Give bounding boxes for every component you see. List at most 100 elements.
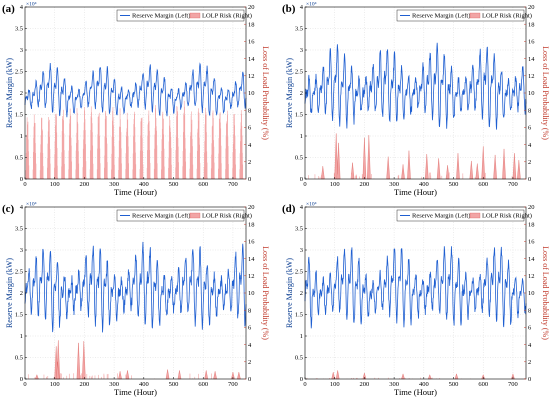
tick-label-left: 2.5 — [15, 269, 23, 276]
panel-label: (c) — [2, 203, 15, 215]
lolp-speck — [61, 373, 62, 379]
lolp-bar — [235, 164, 236, 179]
tick-label-right: 2 — [528, 159, 531, 166]
tick-label-left: 1.5 — [295, 312, 303, 319]
tick-label-right: 18 — [528, 221, 535, 228]
lolp-speck — [125, 374, 127, 379]
tick-label-x: 0 — [303, 181, 306, 188]
legend: Reserve Margin (Left) LOLP Risk (Right) — [116, 9, 252, 22]
lolp-speck — [34, 377, 36, 379]
legend-box — [396, 9, 525, 22]
tick-label-x: 700 — [228, 381, 238, 388]
lolp-bar — [57, 165, 58, 179]
lolp-speck — [481, 377, 483, 379]
tick-label-right: 14 — [528, 256, 535, 263]
tick-label-x: 700 — [508, 381, 518, 388]
lolp-bar — [221, 163, 222, 179]
tick-label-x: 200 — [360, 181, 370, 188]
lolp-speck — [80, 375, 81, 379]
lolp-bar — [220, 145, 222, 179]
lolp-bar — [28, 177, 30, 179]
lolp-bar — [242, 164, 244, 179]
tick-label-right: 14 — [248, 56, 255, 63]
lolp-speck — [354, 175, 356, 179]
tick-label-right: 4 — [248, 142, 252, 149]
tick-label-right: 12 — [248, 73, 255, 80]
x-axis-title: Time (Hour) — [114, 187, 157, 197]
lolp-speck — [131, 375, 132, 379]
lolp-series — [308, 133, 527, 180]
lolp-speck — [474, 177, 476, 179]
reserve-margin-line — [24, 62, 247, 118]
lolp-speck — [421, 176, 423, 179]
lolp-speck — [485, 172, 486, 179]
lolp-speck — [446, 172, 448, 179]
lolp-series — [25, 100, 244, 179]
tick-label-right: 12 — [248, 273, 255, 280]
tick-label-right: 4 — [528, 342, 532, 349]
lolp-bar — [35, 163, 37, 179]
lolp-bar — [92, 145, 94, 179]
lolp-speck — [407, 174, 409, 179]
lolp-bar — [199, 162, 201, 179]
tick-label-x: 0 — [23, 181, 26, 188]
tick-label-left: 3 — [20, 247, 23, 254]
lolp-bar — [106, 143, 108, 179]
lolp-speck — [189, 373, 191, 379]
lolp-speck — [54, 377, 55, 379]
tick-label-left: 3.5 — [295, 26, 303, 33]
lolp-speck — [374, 377, 376, 379]
tick-label-x: 300 — [389, 381, 399, 388]
lolp-speck — [103, 373, 105, 379]
tick-label-right: 18 — [248, 221, 255, 228]
panel-label: (b) — [282, 3, 296, 15]
lolp-speck — [316, 378, 318, 379]
legend-box — [396, 209, 525, 222]
lolp-speck — [494, 174, 496, 179]
lolp-bar — [42, 153, 44, 179]
lolp-speck — [319, 176, 321, 179]
tick-label-x: 200 — [360, 381, 370, 388]
legend-box — [116, 209, 245, 222]
tick-label-left: 0.5 — [15, 355, 23, 362]
panel-label: (a) — [2, 3, 15, 15]
lolp-speck — [431, 378, 433, 379]
tick-label-x: 500 — [449, 181, 459, 188]
legend-label-reserve: Reserve Margin (Left) — [132, 13, 190, 20]
left-axis-exponent: ×10⁴ — [306, 2, 317, 8]
lolp-bar — [106, 162, 108, 179]
tick-label-x: 700 — [508, 181, 518, 188]
lolp-speck — [73, 373, 75, 379]
lolp-bar — [121, 177, 123, 179]
lolp-bar — [71, 177, 73, 179]
lolp-speck — [430, 172, 431, 179]
legend-swatch-lolp — [469, 12, 481, 19]
lolp-bar — [199, 177, 201, 179]
panel-label: (d) — [282, 203, 296, 215]
tick-label-x: 300 — [109, 381, 119, 388]
lolp-speck — [86, 373, 88, 379]
lolp-speck — [27, 374, 29, 379]
lolp-speck — [399, 378, 400, 379]
tick-label-x: 200 — [80, 381, 90, 388]
lolp-speck — [351, 172, 352, 179]
tick-label-right: 18 — [528, 21, 535, 28]
lolp-speck — [43, 374, 45, 379]
lolp-bar — [192, 177, 194, 179]
tick-label-right: 12 — [528, 73, 535, 80]
lolp-bar — [56, 147, 58, 179]
tick-label-right: 14 — [528, 56, 535, 63]
lolp-bar — [199, 144, 200, 179]
lolp-bar — [228, 164, 229, 179]
lolp-bar — [35, 177, 37, 179]
lolp-speck — [106, 374, 108, 379]
lolp-bar — [164, 166, 165, 179]
lolp-speck — [89, 375, 91, 379]
tick-label-right: 6 — [528, 325, 532, 332]
legend-swatch-lolp — [189, 12, 201, 19]
lolp-bar — [78, 163, 80, 179]
tick-label-left: 0 — [300, 376, 303, 383]
tick-label-left: 3.5 — [15, 26, 23, 33]
tick-label-right: 16 — [248, 39, 255, 46]
lolp-bar — [121, 163, 122, 179]
